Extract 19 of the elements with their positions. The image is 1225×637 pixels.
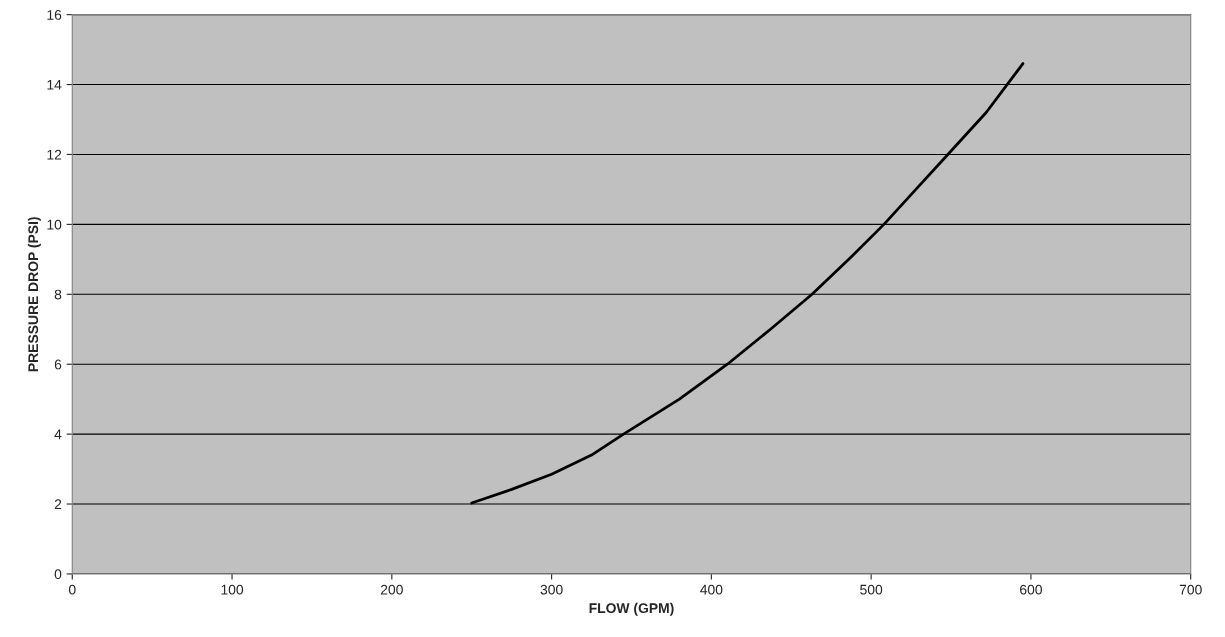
- x-axis-title: FLOW (GPM): [589, 602, 674, 616]
- x-tick-label: 200: [380, 584, 403, 595]
- x-tick-label: 400: [700, 584, 723, 595]
- y-axis-title: PRESSURE DROP (PSI): [27, 217, 41, 372]
- x-tick-label: 700: [1179, 584, 1202, 595]
- y-tick-label: 8: [54, 289, 62, 300]
- x-tick-label: 0: [68, 584, 76, 595]
- y-tick-label: 16: [47, 9, 62, 20]
- x-tick-label: 100: [221, 584, 244, 595]
- x-tick-label: 600: [1020, 584, 1042, 595]
- y-tick-label: 12: [47, 149, 62, 160]
- y-tick-label: 10: [47, 219, 62, 230]
- y-tick-label: 2: [54, 499, 62, 510]
- y-tick-label: 4: [54, 429, 62, 440]
- x-tick-label: 500: [860, 584, 883, 595]
- y-tick-label: 14: [47, 80, 62, 90]
- y-tick-label: 0: [54, 569, 62, 580]
- x-tick-label: 300: [540, 584, 563, 595]
- y-tick-label: 6: [54, 359, 62, 370]
